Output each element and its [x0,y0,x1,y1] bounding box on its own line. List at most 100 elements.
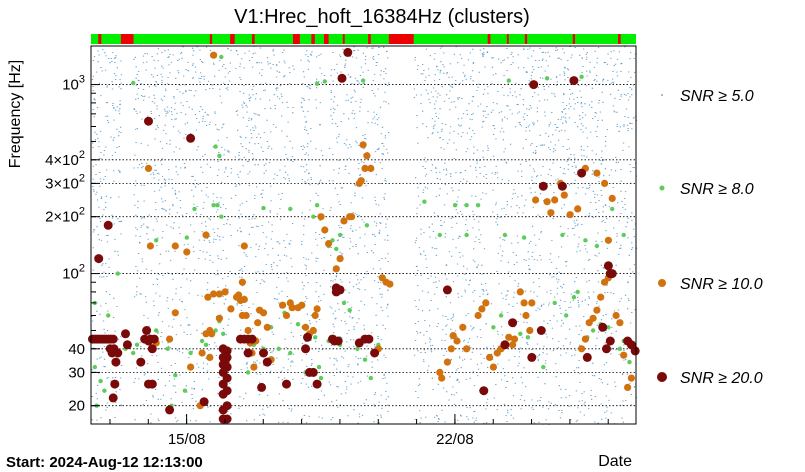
snr-8-point [502,232,508,238]
snr-10-point [357,177,365,185]
snr-8-point [560,232,565,238]
snr-10-point [463,345,471,353]
snr-10-point [508,341,517,349]
snr-10-point [313,305,321,313]
snr-20-point [149,334,159,344]
snr-10-point [348,213,356,221]
snr-10-point [202,231,210,239]
snr-8-point [337,232,343,238]
snr-10-point [627,374,636,382]
legend: SNR ≥ 5.0 SNR ≥ 8.0 SNR ≥ 10.0 SNR ≥ 20.0 [657,88,763,387]
x-tick-label: 22/08 [436,431,474,448]
snr-10-point [171,309,179,317]
snr-10-point [551,196,559,204]
snr-20-point [335,285,345,295]
snr-10-point [238,278,246,286]
snr-8-point [594,243,600,249]
legend-marker [661,94,663,96]
snr-20-point [165,405,175,415]
snr-10-point [210,51,218,59]
snr-8-point [437,232,442,238]
snr-20-point [262,357,272,367]
snr-10-point [532,196,540,204]
y-tick-label: 2×102 [45,206,85,226]
state-bar-off-segment [324,34,329,44]
snr-10-point [489,363,497,371]
snr-20-point [222,373,232,383]
snr-8-point [184,235,189,240]
snr-10-point [227,305,235,313]
state-bar-off-segment [572,34,576,44]
legend-marker [658,279,666,287]
snr-8-point [341,300,347,306]
snr-20-point [303,332,312,342]
snr-8-point [219,214,224,219]
snr-10-point [510,335,519,343]
snr-20-point [222,401,232,411]
snr-8-point [154,238,159,243]
snr-20-point [222,386,232,396]
snr-10-point [593,306,601,314]
snr-8-point [98,378,103,384]
snr-10-point [317,213,325,221]
snr-20-point [527,352,537,362]
state-bar-ok [91,34,636,44]
snr-10-point [578,345,586,353]
snr-10-point [298,301,306,309]
snr-8-point [134,342,140,347]
snr-10-point [187,363,195,371]
snr-20-point [312,379,322,389]
snr-20-point [110,379,120,389]
snr-20-point [582,352,592,362]
snr-20-point [199,397,209,407]
legend-label: SNR ≥ 8.0 [680,181,754,198]
snr-10-point [361,164,369,172]
snr-10-point [486,353,494,361]
snr-20-point [308,367,318,377]
y-tick-label: 4×102 [45,149,85,169]
plot-frame [90,45,637,425]
snr-10-point [215,314,223,322]
snr-8-point [182,388,188,393]
snr-8-point [313,335,318,340]
snr-10-point [340,217,348,225]
snr-8-point [288,206,293,212]
legend-marker [659,185,665,191]
snr-10-point [601,179,609,187]
snr-10-point [443,358,451,366]
snr-10-point [474,311,482,320]
snr-10-point [144,164,153,172]
snr-8-point [525,335,531,340]
snr-10-point [526,326,534,335]
snr-20-point [500,340,510,350]
snr-8-point [192,206,197,212]
snr-20-point [142,326,152,335]
snr-10-point [254,319,262,327]
y-axis-label: Frequency [Hz] [7,60,24,168]
state-bar-off-segment [209,34,213,44]
snr-20-point [122,340,132,350]
state-bar-off-segment [487,34,491,44]
snr-20-point [538,181,548,191]
series-snr-20 [88,47,640,424]
snr-8-point [627,359,632,365]
snr-8-point [215,203,220,208]
snr-10-point [263,323,271,331]
snr-8-point [571,295,577,300]
snr-8-point [221,331,226,336]
snr-8-point [621,232,626,238]
snr-8-point [364,223,370,228]
x-tick-label: 15/08 [168,431,206,448]
snr-20-point [442,285,452,295]
snr-10-point [505,333,513,341]
state-bar-off-segment [506,34,509,44]
snr-10-point [336,255,344,263]
snr-10-point [581,335,590,343]
snr-20-point [257,382,267,392]
snr-10-point [459,323,467,331]
snr-10-point [589,314,597,322]
snr-8-point [491,325,496,330]
state-bar-off-segment [120,34,134,44]
snr-10-point [166,335,174,343]
